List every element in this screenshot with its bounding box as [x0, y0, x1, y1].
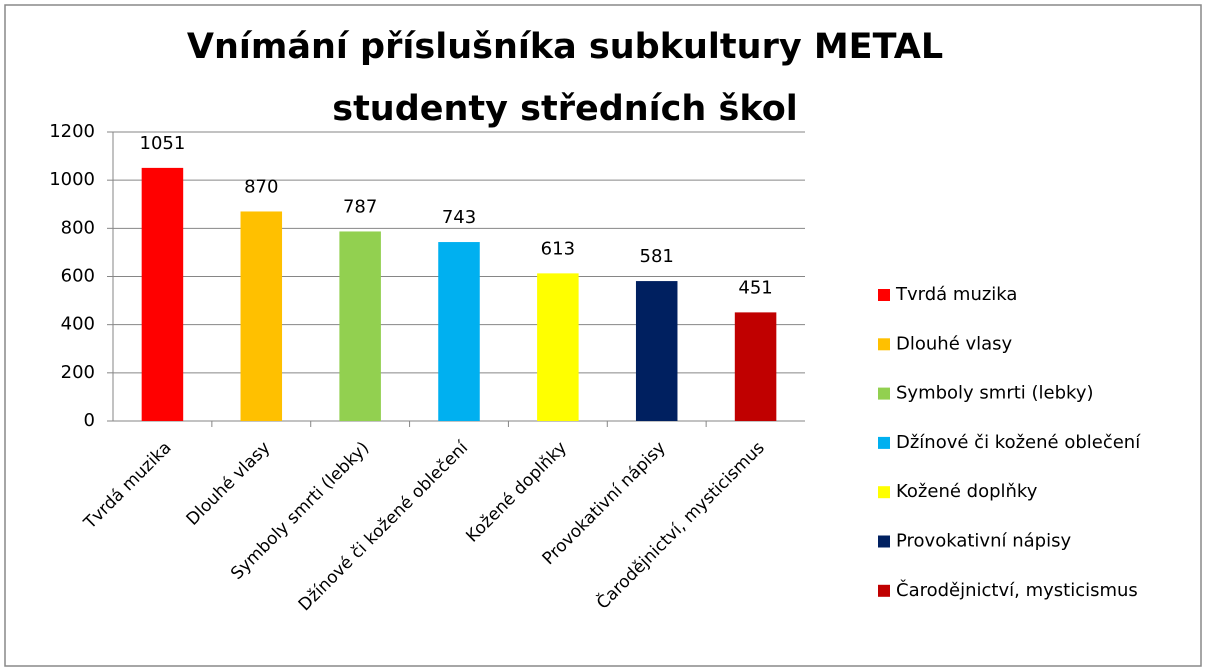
chart-title: Vnímání příslušníka subkultury METAL: [187, 27, 943, 67]
data-label: 613: [541, 238, 575, 259]
y-tick-label: 1000: [49, 169, 95, 190]
bar: [240, 211, 283, 421]
legend-label: Čarodějnictví, mysticismus: [896, 579, 1138, 601]
legend-swatch: [878, 289, 890, 301]
y-tick-label: 400: [61, 314, 95, 335]
bar: [734, 312, 777, 421]
bar: [635, 281, 678, 421]
data-label: 581: [640, 246, 674, 267]
chart-title: studenty středních škol: [332, 89, 798, 129]
bar: [339, 231, 381, 421]
legend-label: Provokativní nápisy: [896, 531, 1071, 552]
data-label: 1051: [140, 133, 186, 154]
bar: [537, 273, 579, 421]
data-label: 451: [738, 277, 772, 298]
y-tick-label: 600: [61, 266, 95, 287]
y-tick-label: 1200: [49, 121, 95, 142]
legend-label: Kožené doplňky: [896, 481, 1038, 502]
legend-label: Dlouhé vlasy: [896, 333, 1013, 354]
legend-label: Tvrdá muzika: [895, 284, 1017, 305]
legend-swatch: [878, 584, 890, 597]
bar: [438, 242, 480, 421]
data-label: 870: [244, 176, 278, 197]
legend-swatch: [878, 387, 890, 400]
legend-swatch: [878, 486, 890, 499]
legend-swatch: [878, 338, 890, 351]
legend-swatch: [878, 436, 890, 449]
y-tick-label: 200: [61, 362, 95, 383]
legend-label: Symboly smrti (lebky): [896, 383, 1094, 404]
y-tick-label: 0: [84, 410, 95, 431]
legend-label: Džínové či kožené oblečení: [896, 432, 1141, 453]
chart-border: [4, 4, 1202, 667]
y-tick-label: 800: [61, 217, 95, 238]
data-label: 743: [442, 207, 476, 228]
data-label: 787: [343, 196, 377, 217]
bar: [141, 167, 184, 421]
legend-swatch: [878, 535, 890, 548]
